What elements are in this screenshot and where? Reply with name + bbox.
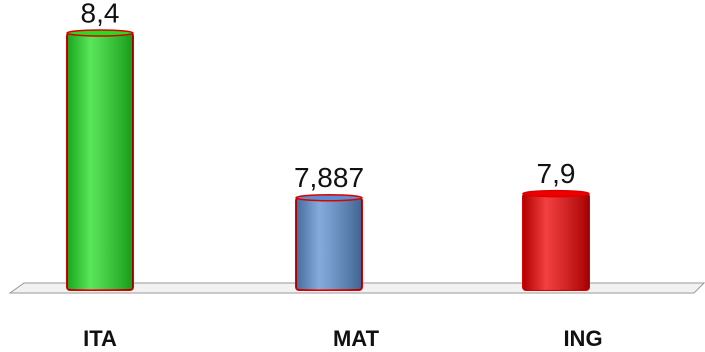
bar-shade: [67, 33, 133, 290]
bar-shade: [523, 193, 589, 290]
category-label: ING: [563, 326, 602, 351]
category-label: ITA: [83, 326, 117, 351]
category-label: MAT: [333, 326, 380, 351]
bar-top: [295, 194, 363, 202]
value-label: 8,4: [81, 0, 120, 28]
bar-top: [522, 189, 590, 198]
bar-top: [66, 29, 134, 37]
bar-shade: [296, 197, 362, 290]
value-label: 7,887: [294, 162, 364, 193]
value-label: 7,9: [537, 158, 576, 189]
